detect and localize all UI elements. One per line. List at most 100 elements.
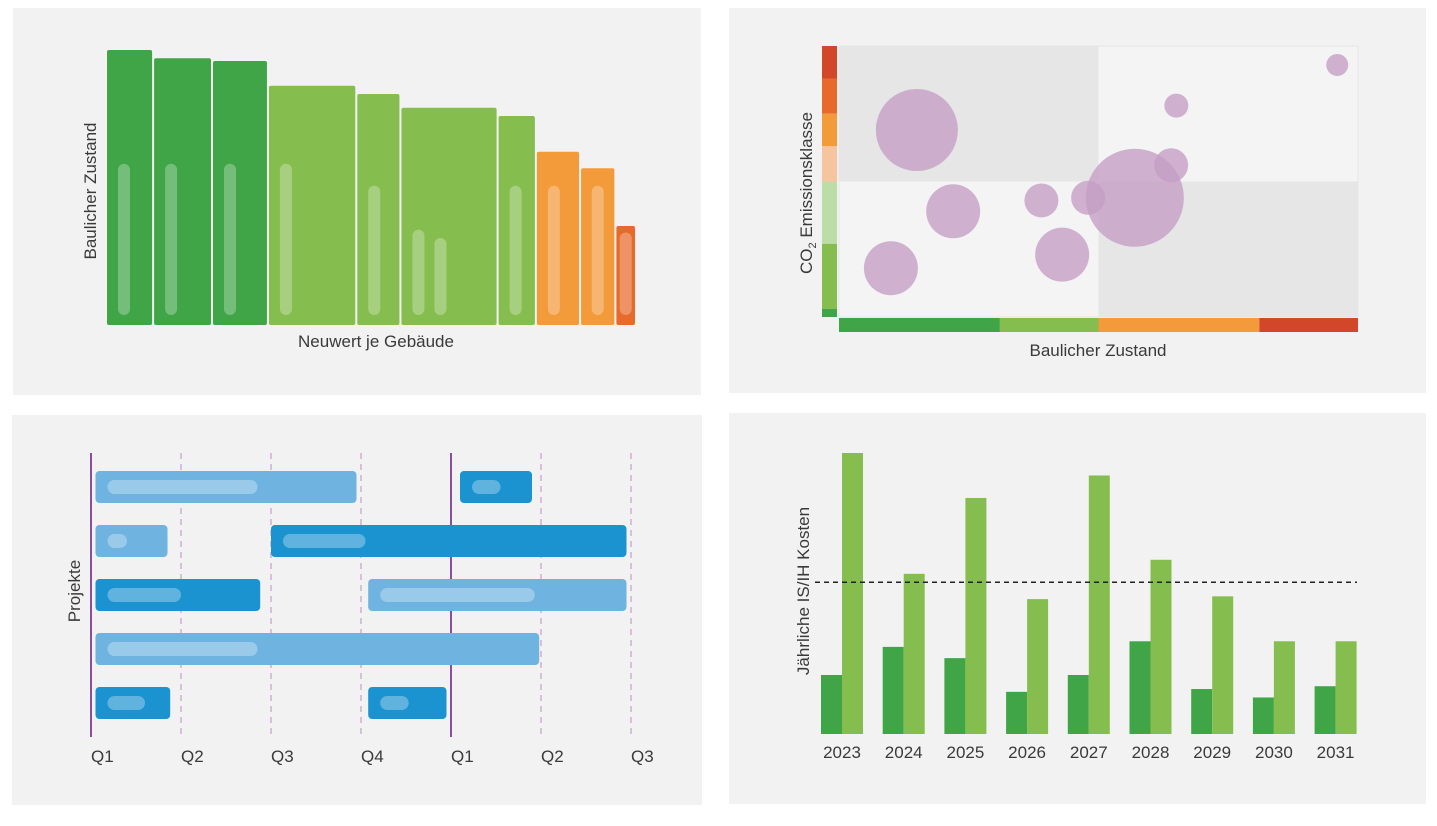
x-tick-label: Q2 (181, 747, 204, 766)
y-scale-segment-4 (822, 146, 837, 182)
x-tick-label: Q4 (361, 747, 384, 766)
bar-3 (213, 61, 267, 325)
bubble-9 (1164, 93, 1189, 118)
x-tick-label: 2030 (1255, 743, 1293, 762)
bar-4 (268, 85, 356, 325)
project-progress-1-1 (107, 480, 258, 494)
bar-6 (401, 107, 497, 325)
bar-2031-series-1 (1314, 686, 1336, 734)
x-scale-segment-4 (1259, 318, 1358, 332)
bar-2024-series-1 (882, 646, 904, 734)
x-tick-label: 2023 (823, 743, 861, 762)
project-progress-3-1 (107, 588, 181, 602)
bar-8 (536, 151, 580, 325)
project-bar-4-1 (95, 633, 540, 665)
x-tick-label: Q1 (91, 747, 114, 766)
project-bar-1-2 (460, 471, 532, 503)
x-tick-label: 2029 (1193, 743, 1231, 762)
project-bar-5-1 (95, 687, 171, 719)
project-bar-5-2 (368, 687, 447, 719)
bar-6-inner-1 (412, 229, 425, 315)
bar-2023-series-1 (821, 674, 842, 734)
y-axis-label: Jährliche IS/IH Kosten (794, 507, 813, 675)
x-scale-segment-2 (999, 318, 1099, 332)
bar-2030-series-2 (1273, 641, 1295, 734)
bar-2030-series-1 (1252, 697, 1274, 734)
chart-panel-zustand-neuwert: Neuwert je Gebäude Baulicher Zustand (13, 8, 701, 395)
bubble-10 (1326, 53, 1349, 76)
x-tick-label: 2024 (885, 743, 923, 762)
bar-2023-series-2 (842, 453, 863, 734)
project-bar-3-2 (368, 579, 627, 611)
bar-2026-series-1 (1006, 691, 1028, 734)
x-tick-label: Q3 (631, 747, 654, 766)
x-tick-label: Q1 (451, 747, 474, 766)
bar-9 (581, 168, 615, 325)
bar-2028-series-1 (1129, 641, 1151, 734)
bar-2029-series-1 (1191, 689, 1213, 734)
bubble-8 (1154, 148, 1189, 183)
y-scale-segment-2 (822, 78, 837, 114)
project-bar-2-2 (271, 525, 627, 557)
bar-2027-series-2 (1088, 475, 1110, 734)
chart-panel-kosten: 2023 2024 2025 2026 2027 2028 2029 2030 2031 Jäh… (729, 413, 1426, 804)
chart-portfolio-matrix: Baulicher Zustand CO2 Emissionsklasse (797, 45, 1359, 360)
chart-jaehrliche-kosten: 2023 2024 2025 2026 2027 2028 2029 2030 2031 Jäh… (794, 453, 1357, 762)
bar-9-inner-1 (591, 185, 604, 315)
bubble-1 (875, 89, 958, 172)
y-scale-segment-5 (822, 181, 837, 244)
y-scale-segment-6 (822, 243, 837, 309)
project-progress-4-1 (107, 642, 258, 656)
x-scale-segment-1 (839, 318, 1000, 332)
x-tick-label: Q2 (541, 747, 564, 766)
x-scale-segment-3 (1098, 318, 1260, 332)
bubble-4 (1024, 183, 1059, 218)
bar-3-inner-1 (224, 163, 236, 315)
bar-7 (498, 116, 535, 325)
y-scale-segment-3 (822, 113, 837, 147)
chart-zustand-neuwert: Neuwert je Gebäude Baulicher Zustand (81, 50, 635, 351)
bar-2024-series-2 (903, 573, 925, 734)
bar-1 (107, 50, 153, 325)
y-scale-segment-1 (822, 46, 837, 79)
project-progress-2-1 (107, 534, 127, 548)
x-tick-label: 2025 (946, 743, 984, 762)
chart-projekte-zeitplan: Q1 Q2 Q3 Q4 Q1 Q2 Q3 Projekte (65, 453, 654, 766)
bubble-2 (926, 184, 981, 239)
bar-2-inner-1 (165, 163, 178, 315)
project-bar-3-1 (95, 579, 261, 611)
chart-panel-projekte: Q1 Q2 Q3 Q4 Q1 Q2 Q3 Projekte (12, 415, 702, 805)
quadrant-top-left (839, 46, 1099, 182)
bar-10 (616, 226, 635, 325)
chart-panel-portfolio-matrix: Baulicher Zustand CO2 Emissionsklasse (729, 8, 1426, 393)
project-progress-5-1 (107, 696, 145, 710)
project-progress-2-2 (283, 534, 366, 548)
x-axis-label: Neuwert je Gebäude (298, 332, 454, 351)
bar-2025-series-1 (944, 658, 966, 734)
bar-5 (357, 94, 400, 325)
y-axis-label: CO2 Emissionsklasse (797, 112, 819, 274)
bubble-5 (1035, 227, 1090, 282)
x-tick-label: 2026 (1008, 743, 1046, 762)
x-tick-label: 2031 (1317, 743, 1355, 762)
project-progress-3-2 (380, 588, 535, 602)
bar-2 (154, 58, 211, 325)
bar-2028-series-2 (1150, 559, 1172, 734)
x-tick-label: Q3 (271, 747, 294, 766)
bar-2025-series-2 (965, 497, 987, 734)
project-bar-2-1 (95, 525, 168, 557)
project-bar-1-1 (95, 471, 357, 503)
bar-8-inner-1 (547, 185, 560, 315)
bar-2031-series-2 (1335, 641, 1357, 734)
bar-6-inner-2 (434, 238, 447, 315)
x-tick-label: 2028 (1132, 743, 1170, 762)
bar-4-inner-1 (279, 163, 292, 315)
y-axis-label: Projekte (65, 560, 84, 622)
project-progress-5-2 (380, 696, 409, 710)
y-scale-segment-7 (822, 308, 837, 317)
bar-2027-series-1 (1067, 674, 1089, 734)
y-axis-label: Baulicher Zustand (81, 122, 100, 259)
bar-2026-series-2 (1027, 599, 1049, 734)
x-axis-label: Baulicher Zustand (1029, 341, 1166, 360)
project-progress-1-2 (472, 480, 501, 494)
